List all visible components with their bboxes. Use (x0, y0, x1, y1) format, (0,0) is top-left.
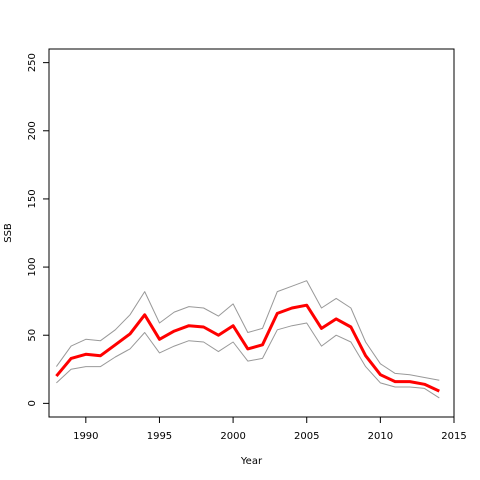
x-tick-label: 1990 (73, 431, 98, 442)
y-tick-label: 200 (27, 121, 38, 140)
x-tick-label: 2000 (220, 431, 245, 442)
plot-frame (48, 48, 455, 418)
y-axis-title: SSB (3, 223, 14, 243)
x-tick-label: 2010 (368, 431, 393, 442)
lower-line (56, 322, 440, 399)
y-tick-label: 150 (27, 189, 38, 208)
x-axis: 1990 1995 2000 2005 2010 2015 (73, 416, 467, 442)
y-tick-label: 50 (27, 329, 38, 342)
y-axis: 0 50 100 150 200 250 (27, 53, 50, 407)
y-tick-label: 100 (27, 258, 38, 277)
x-tick-label: 1995 (147, 431, 172, 442)
x-tick-label: 2015 (441, 431, 466, 442)
series-layer (55, 280, 440, 399)
y-tick-label: 0 (27, 400, 38, 406)
upper-line (55, 280, 440, 381)
x-tick-label: 2005 (294, 431, 319, 442)
estimate-line (55, 303, 440, 393)
x-axis-title: Year (240, 456, 263, 467)
y-tick-label: 250 (27, 53, 38, 72)
